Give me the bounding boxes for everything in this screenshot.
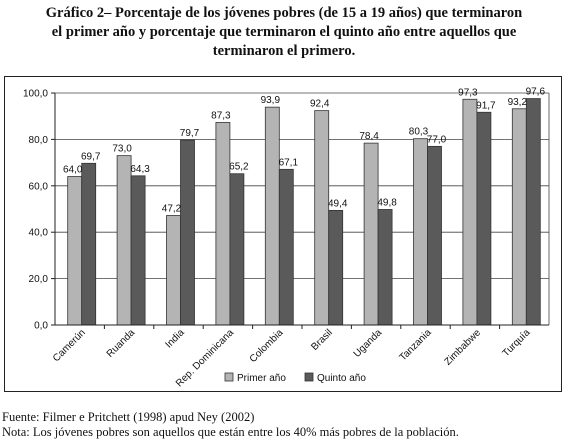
bar-quinto-ano (328, 209, 344, 326)
legend-label: Quinto año (317, 373, 366, 384)
value-label: 79,7 (180, 128, 200, 139)
bars (67, 98, 541, 326)
bar-quinto-ano (377, 209, 393, 326)
bar-quinto-ano (130, 175, 146, 326)
bar-primer-ano (67, 176, 83, 326)
category-label: Brasil (309, 327, 334, 352)
category-label: Turquía (501, 327, 533, 359)
y-tick-label: 0,0 (34, 321, 48, 332)
title-line-1: Gráfico 2– Porcentaje de los jóvenes pob… (45, 5, 523, 21)
bar-quinto-ano (427, 145, 442, 326)
category-label: Colombia (248, 327, 286, 365)
legend: Primer año Quinto año (224, 372, 366, 384)
category-label: Zimbabwe (443, 327, 484, 368)
title-line-3: terminaron el primero. (212, 43, 356, 59)
value-label: 64,0 (63, 165, 83, 176)
legend-swatch (224, 372, 234, 382)
legend-swatch (304, 372, 314, 382)
value-label: 47,2 (162, 203, 182, 214)
category-label: Ruanda (105, 327, 138, 360)
value-label: 93,2 (508, 97, 528, 108)
value-label: 93,9 (261, 95, 281, 106)
bar-primer-ano (264, 106, 280, 326)
bar-primer-ano (511, 108, 527, 326)
source-note: Fuente: Filmer e Pritchett (1998) apud N… (2, 410, 255, 424)
bar-primer-ano (215, 122, 231, 326)
y-tick-label: 80,0 (29, 135, 49, 146)
value-label: 73,0 (112, 144, 132, 155)
value-label: 97,6 (526, 87, 546, 98)
value-label: 67,1 (279, 157, 299, 168)
y-tick-label: 100,0 (23, 89, 48, 100)
y-axis: 0,0 20,0 40,0 60,0 80,0 100,0 (23, 89, 56, 332)
bar-quinto-ano (278, 168, 294, 326)
value-label: 49,8 (377, 197, 397, 208)
bar-quinto-ano (180, 139, 195, 326)
bar-quinto-ano (81, 162, 97, 326)
value-label: 65,2 (229, 162, 249, 173)
footnote: Nota: Los jóvenes pobres son aquellos qu… (2, 425, 459, 439)
value-label: 91,7 (476, 100, 496, 111)
value-label: 69,7 (81, 151, 101, 162)
category-label: India (164, 327, 187, 350)
bar-quinto-ano (476, 111, 492, 326)
category-label: Camerún (51, 327, 88, 364)
bar-quinto-ano (229, 173, 245, 326)
bar-primer-ano (314, 110, 330, 326)
bar-primer-ano (462, 98, 478, 326)
bar-primer-ano (363, 142, 379, 326)
bar-primer-ano (166, 215, 181, 326)
category-label: Uganda (352, 327, 385, 360)
value-label: 97,3 (458, 87, 478, 98)
bar-primer-ano (116, 155, 132, 326)
value-label: 92,4 (310, 99, 330, 110)
value-label: 77,0 (427, 134, 447, 145)
category-label: Tanzania (398, 327, 434, 363)
value-label: 49,4 (328, 198, 348, 209)
bar-quinto-ano (525, 98, 541, 326)
value-label: 78,4 (359, 131, 379, 142)
title-line-2: el primer año y porcentaje que terminaro… (51, 24, 517, 40)
value-label: 64,3 (130, 164, 150, 175)
y-tick-label: 20,0 (29, 274, 49, 285)
notes: Fuente: Filmer e Pritchett (1998) apud N… (2, 410, 459, 440)
y-tick-label: 40,0 (29, 228, 49, 239)
chart-title: Gráfico 2– Porcentaje de los jóvenes pob… (0, 4, 568, 61)
bar-primer-ano (413, 138, 428, 326)
legend-label: Primer año (237, 373, 286, 384)
value-labels: 64,0 69,7 73,0 64,3 47,2 79,7 87,3 65,2 93,9 67,1… (63, 87, 546, 215)
value-label: 80,3 (409, 127, 429, 138)
chart-frame (4, 76, 562, 392)
y-tick-label: 60,0 (29, 181, 49, 192)
value-label: 87,3 (211, 110, 231, 121)
